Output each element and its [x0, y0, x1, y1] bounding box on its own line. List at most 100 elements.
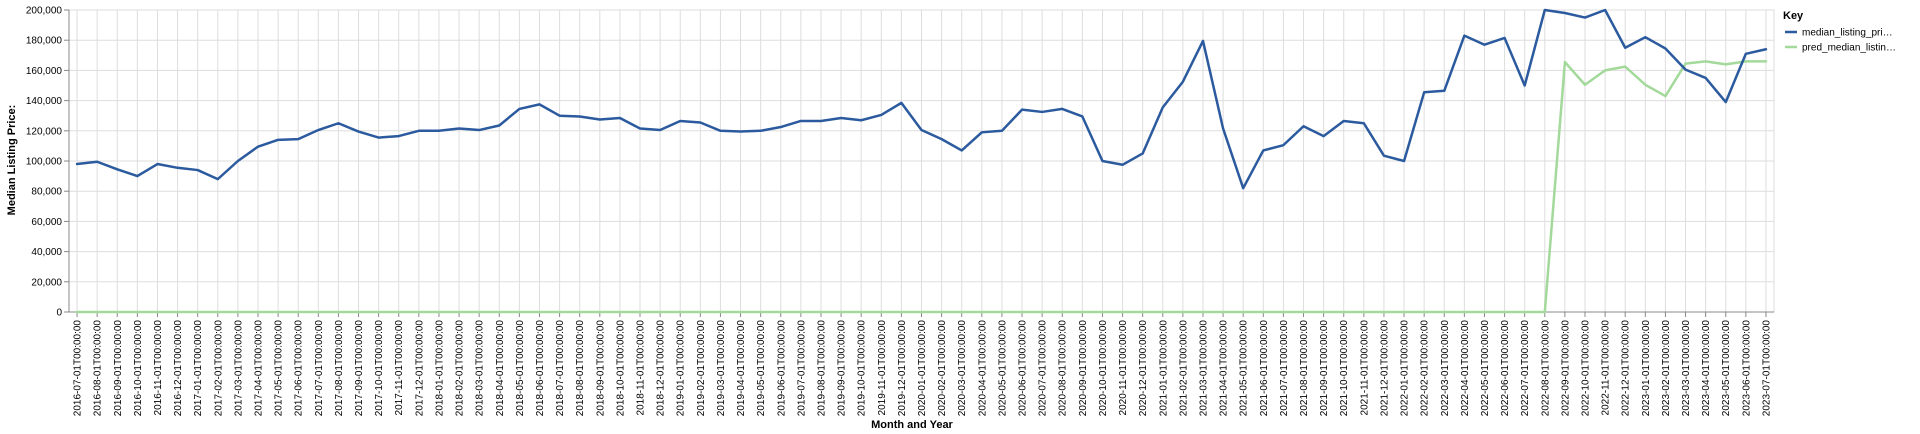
x-tick-label: 2021-03-01T00:00:00 [1198, 320, 1209, 417]
x-tick-label: 2018-09-01T00:00:00 [595, 320, 606, 417]
y-tick-label: 0 [56, 308, 62, 319]
axes: 0 20,000 40,000 60,000 80,000 100,000 120,000 1… [26, 6, 1774, 417]
x-tick-label: 2020-08-01T00:00:00 [1058, 320, 1069, 417]
x-tick-label: 2020-04-01T00:00:00 [977, 320, 988, 417]
y-tick-label: 160,000 [26, 66, 63, 77]
y-tick-label: 180,000 [26, 36, 63, 47]
x-tick-label: 2016-07-01T00:00:00 [73, 320, 84, 417]
y-tick-label: 20,000 [31, 277, 62, 288]
x-tick-label: 2018-01-01T00:00:00 [434, 320, 445, 417]
x-tick-label: 2017-10-01T00:00:00 [374, 320, 385, 417]
x-tick-label: 2022-10-01T00:00:00 [1581, 320, 1592, 417]
y-tick-label: 40,000 [31, 247, 62, 258]
legend-items: median_listing_pri… pred_median_listin… [1785, 28, 1896, 54]
x-tick-label: 2018-06-01T00:00:00 [535, 320, 546, 417]
x-tick-label: 2023-07-01T00:00:00 [1761, 320, 1772, 417]
x-tick-label: 2021-07-01T00:00:00 [1279, 320, 1290, 417]
x-tick-label: 2016-09-01T00:00:00 [113, 320, 124, 417]
x-tick-label: 2022-07-01T00:00:00 [1520, 320, 1531, 417]
x-tick-label: 2023-02-01T00:00:00 [1661, 320, 1672, 417]
series-line-pred-median-listing-price [75, 60, 1768, 314]
x-tick-label: 2017-01-01T00:00:00 [193, 320, 204, 417]
x-tick-label: 2019-03-01T00:00:00 [716, 320, 727, 417]
x-tick-label: 2017-11-01T00:00:00 [394, 320, 405, 416]
x-tick-label: 2019-08-01T00:00:00 [816, 320, 827, 417]
x-tick-label: 2021-02-01T00:00:00 [1178, 320, 1189, 417]
x-tick-label: 2021-08-01T00:00:00 [1299, 320, 1310, 417]
x-tick-label: 2018-02-01T00:00:00 [455, 320, 466, 417]
x-tick-label: 2018-10-01T00:00:00 [615, 320, 626, 417]
x-tick-label: 2020-09-01T00:00:00 [1078, 320, 1089, 417]
x-tick-label: 2019-02-01T00:00:00 [696, 320, 707, 417]
x-tick-label: 2018-04-01T00:00:00 [495, 320, 506, 417]
y-tick-label: 120,000 [26, 126, 63, 137]
x-tick-label: 2017-08-01T00:00:00 [334, 320, 345, 417]
x-tick-label: 2021-04-01T00:00:00 [1219, 320, 1230, 417]
y-tick-label: 140,000 [26, 96, 63, 107]
x-tick-label: 2017-03-01T00:00:00 [233, 320, 244, 417]
x-tick-label: 2018-05-01T00:00:00 [515, 320, 526, 417]
x-tick-label: 2023-03-01T00:00:00 [1681, 320, 1692, 417]
x-tick-label: 2019-12-01T00:00:00 [897, 320, 908, 417]
x-tick-label: 2022-12-01T00:00:00 [1621, 320, 1632, 417]
x-tick-label: 2020-07-01T00:00:00 [1038, 320, 1049, 417]
y-tick-label: 60,000 [31, 217, 62, 228]
x-tick-label: 2021-06-01T00:00:00 [1259, 320, 1270, 417]
x-tick-label: 2016-08-01T00:00:00 [93, 320, 104, 417]
x-tick-label: 2020-11-01T00:00:00 [1118, 320, 1129, 416]
x-tick-label: 2017-05-01T00:00:00 [274, 320, 285, 417]
x-tick-label: 2023-05-01T00:00:00 [1721, 320, 1732, 417]
y-tick-label: 80,000 [31, 187, 62, 198]
x-tick-label: 2018-12-01T00:00:00 [656, 320, 667, 417]
x-tick-label: 2020-05-01T00:00:00 [997, 320, 1008, 417]
x-tick-label: 2017-06-01T00:00:00 [294, 320, 305, 417]
x-tick-label: 2021-01-01T00:00:00 [1158, 320, 1169, 417]
legend-title: Key [1783, 10, 1804, 22]
y-tick-label: 200,000 [26, 6, 63, 17]
x-tick-label: 2018-07-01T00:00:00 [555, 320, 566, 417]
x-axis-title: Month and Year [871, 419, 953, 431]
x-tick-label: 2017-12-01T00:00:00 [414, 320, 425, 417]
x-tick-label: 2023-06-01T00:00:00 [1741, 320, 1752, 417]
x-tick-label: 2021-10-01T00:00:00 [1339, 320, 1350, 417]
x-tick-label: 2021-12-01T00:00:00 [1379, 320, 1390, 417]
x-tick-label: 2023-04-01T00:00:00 [1701, 320, 1712, 417]
x-tick-label: 2022-11-01T00:00:00 [1601, 320, 1612, 416]
x-tick-label: 2017-07-01T00:00:00 [314, 320, 325, 417]
legend: Key median_listing_pri… pred_median_listi… [1783, 10, 1896, 54]
x-tick-label: 2017-04-01T00:00:00 [253, 320, 264, 417]
x-tick-label: 2020-02-01T00:00:00 [937, 320, 948, 417]
x-tick-label: 2021-11-01T00:00:00 [1359, 320, 1370, 416]
x-tick-label: 2023-01-01T00:00:00 [1641, 320, 1652, 417]
gridlines [68, 9, 1775, 313]
x-tick-label: 2022-02-01T00:00:00 [1420, 320, 1431, 417]
x-tick-label: 2022-03-01T00:00:00 [1440, 320, 1451, 417]
x-tick-label: 2022-09-01T00:00:00 [1560, 320, 1571, 417]
x-tick-label: 2022-06-01T00:00:00 [1500, 320, 1511, 417]
x-tick-label: 2018-08-01T00:00:00 [575, 320, 586, 417]
x-tick-label: 2020-06-01T00:00:00 [1018, 320, 1029, 417]
x-tick-label: 2020-10-01T00:00:00 [1098, 320, 1109, 417]
x-tick-label: 2019-10-01T00:00:00 [857, 320, 868, 417]
x-tick-label: 2021-05-01T00:00:00 [1239, 320, 1250, 417]
y-axis-title: Median Listing Price: [6, 105, 18, 216]
x-tick-label: 2020-12-01T00:00:00 [1138, 320, 1149, 417]
x-tick-label: 2019-09-01T00:00:00 [837, 320, 848, 417]
x-tick-label: 2017-02-01T00:00:00 [213, 320, 224, 417]
legend-label: median_listing_pri… [1802, 28, 1893, 39]
x-tick-label: 2020-03-01T00:00:00 [957, 320, 968, 417]
x-tick-label: 2016-11-01T00:00:00 [153, 320, 164, 416]
x-tick-label: 2022-04-01T00:00:00 [1460, 320, 1471, 417]
legend-label: pred_median_listin… [1802, 43, 1896, 54]
x-tick-label: 2022-01-01T00:00:00 [1400, 320, 1411, 417]
series-line-median-listing-price [75, 8, 1768, 190]
x-tick-label: 2020-01-01T00:00:00 [917, 320, 928, 417]
x-tick-label: 2019-04-01T00:00:00 [736, 320, 747, 417]
x-tick-label: 2018-11-01T00:00:00 [636, 320, 647, 416]
x-tick-label: 2021-09-01T00:00:00 [1319, 320, 1330, 417]
x-tick-label: 2022-05-01T00:00:00 [1480, 320, 1491, 417]
x-tick-label: 2019-11-01T00:00:00 [877, 320, 888, 416]
y-tick-label: 100,000 [26, 157, 63, 168]
x-tick-label: 2019-07-01T00:00:00 [796, 320, 807, 417]
